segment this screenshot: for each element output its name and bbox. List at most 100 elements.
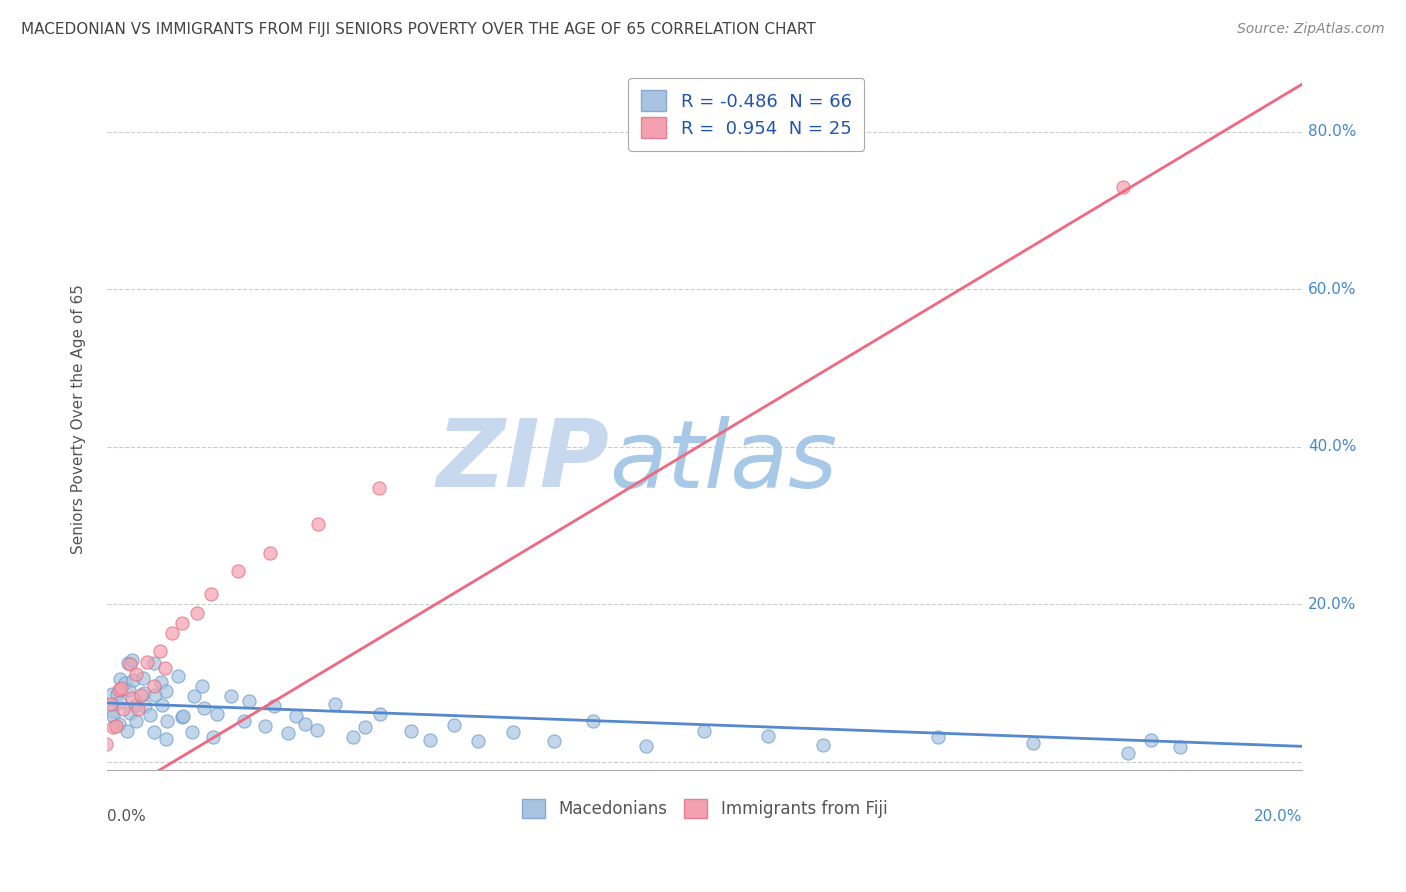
Point bbox=[143, 688, 166, 702]
Point bbox=[129, 688, 152, 702]
Point bbox=[1022, 736, 1045, 750]
Point bbox=[121, 673, 143, 688]
Point bbox=[368, 707, 391, 722]
Point bbox=[105, 687, 128, 701]
Text: atlas: atlas bbox=[609, 416, 837, 507]
Point bbox=[170, 710, 193, 724]
Point bbox=[277, 726, 299, 740]
Point bbox=[193, 701, 215, 715]
Point bbox=[756, 729, 779, 743]
Text: 0.0%: 0.0% bbox=[107, 808, 146, 823]
Point bbox=[1168, 740, 1191, 755]
Point bbox=[467, 734, 489, 748]
Point bbox=[94, 737, 117, 751]
Point bbox=[103, 720, 125, 734]
Point bbox=[1116, 747, 1139, 761]
Point bbox=[285, 709, 308, 723]
Point bbox=[118, 683, 141, 698]
Point bbox=[368, 481, 391, 495]
Point bbox=[104, 718, 127, 732]
Point bbox=[294, 716, 316, 731]
Point bbox=[543, 734, 565, 748]
Point bbox=[121, 690, 143, 705]
Point bbox=[135, 655, 157, 669]
Point bbox=[121, 653, 143, 667]
Point bbox=[305, 723, 328, 737]
Point bbox=[100, 697, 122, 711]
Point bbox=[155, 731, 177, 746]
Point bbox=[172, 708, 194, 723]
Point bbox=[232, 714, 254, 728]
Point bbox=[307, 516, 329, 531]
Y-axis label: Seniors Poverty Over the Age of 65: Seniors Poverty Over the Age of 65 bbox=[72, 285, 86, 554]
Text: MACEDONIAN VS IMMIGRANTS FROM FIJI SENIORS POVERTY OVER THE AGE OF 65 CORRELATIO: MACEDONIAN VS IMMIGRANTS FROM FIJI SENIO… bbox=[21, 22, 815, 37]
Point bbox=[111, 702, 134, 716]
Point bbox=[1140, 733, 1163, 747]
Point bbox=[401, 723, 423, 738]
Point bbox=[166, 668, 188, 682]
Text: ZIP: ZIP bbox=[436, 416, 609, 508]
Point bbox=[149, 674, 172, 689]
Point bbox=[636, 739, 658, 753]
Point bbox=[201, 731, 224, 745]
Point bbox=[323, 697, 346, 711]
Text: 40.0%: 40.0% bbox=[1308, 440, 1357, 454]
Point bbox=[138, 708, 160, 723]
Point bbox=[263, 699, 285, 714]
Point bbox=[226, 564, 249, 578]
Point bbox=[108, 716, 131, 731]
Point bbox=[155, 661, 177, 675]
Text: 60.0%: 60.0% bbox=[1308, 282, 1357, 297]
Point bbox=[1111, 179, 1133, 194]
Point bbox=[125, 714, 148, 728]
Point bbox=[125, 666, 148, 681]
Point bbox=[142, 679, 165, 693]
Point bbox=[142, 724, 165, 739]
Point bbox=[114, 676, 136, 690]
Legend: Macedonians, Immigrants from Fiji: Macedonians, Immigrants from Fiji bbox=[515, 792, 894, 825]
Point bbox=[134, 686, 156, 700]
Text: 20.0%: 20.0% bbox=[1308, 597, 1357, 612]
Point bbox=[100, 688, 122, 702]
Point bbox=[149, 644, 172, 658]
Point bbox=[170, 616, 193, 631]
Point bbox=[101, 708, 124, 723]
Point bbox=[253, 719, 276, 733]
Text: 20.0%: 20.0% bbox=[1254, 808, 1302, 823]
Point bbox=[200, 586, 222, 600]
Point bbox=[502, 724, 524, 739]
Point bbox=[419, 732, 441, 747]
Point bbox=[811, 738, 834, 752]
Point bbox=[120, 706, 142, 720]
Point bbox=[110, 672, 132, 686]
Point bbox=[162, 626, 184, 640]
Point bbox=[117, 656, 139, 670]
Point bbox=[156, 714, 179, 728]
Point bbox=[110, 681, 132, 695]
Point bbox=[180, 724, 202, 739]
Point bbox=[152, 698, 174, 712]
Point bbox=[353, 720, 375, 734]
Point bbox=[134, 698, 156, 713]
Point bbox=[118, 657, 141, 671]
Point bbox=[693, 723, 716, 738]
Point bbox=[219, 689, 242, 703]
Point bbox=[115, 724, 138, 739]
Point bbox=[443, 718, 465, 732]
Text: Source: ZipAtlas.com: Source: ZipAtlas.com bbox=[1237, 22, 1385, 37]
Point bbox=[142, 656, 165, 670]
Point bbox=[238, 694, 260, 708]
Point bbox=[127, 702, 149, 716]
Point bbox=[125, 698, 148, 712]
Point bbox=[342, 730, 364, 744]
Point bbox=[191, 679, 214, 693]
Point bbox=[582, 714, 605, 728]
Point bbox=[155, 684, 177, 698]
Point bbox=[101, 704, 124, 718]
Text: 80.0%: 80.0% bbox=[1308, 124, 1357, 139]
Point bbox=[927, 731, 949, 745]
Point bbox=[108, 695, 131, 709]
Point bbox=[108, 682, 131, 697]
Point bbox=[186, 606, 208, 620]
Point bbox=[259, 546, 281, 560]
